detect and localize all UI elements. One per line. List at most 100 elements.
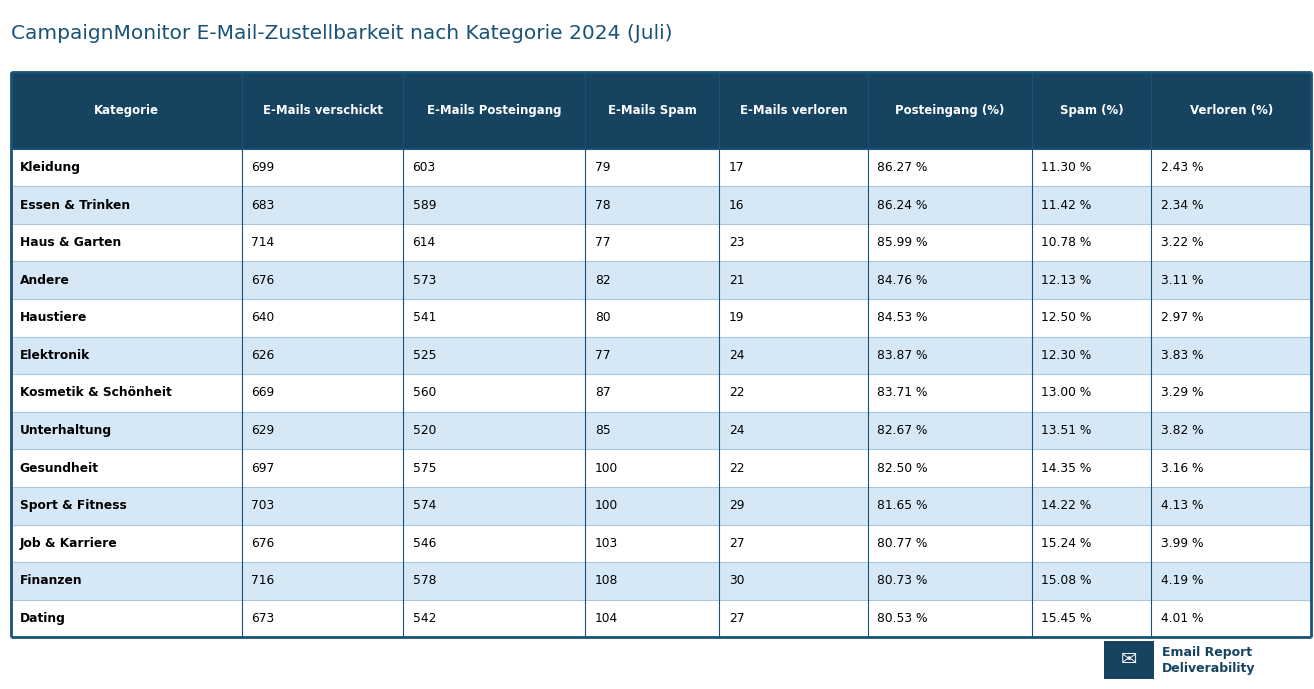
Bar	[242, 72, 403, 149]
Text: 614: 614	[413, 236, 436, 249]
Text: 80: 80	[595, 311, 610, 325]
Bar	[720, 524, 867, 562]
Bar	[867, 412, 1031, 449]
Bar	[11, 449, 242, 487]
Bar	[403, 261, 586, 299]
Text: 3.16 %: 3.16 %	[1160, 462, 1204, 475]
Text: 560: 560	[413, 387, 436, 400]
Bar	[867, 149, 1031, 186]
Text: Kosmetik & Schönheit: Kosmetik & Schönheit	[20, 387, 171, 400]
Text: Dating: Dating	[20, 612, 66, 625]
Bar	[11, 261, 242, 299]
Bar	[1031, 487, 1151, 524]
Text: 699: 699	[251, 161, 275, 174]
Text: 108: 108	[595, 575, 618, 588]
Text: Elektronik: Elektronik	[20, 349, 89, 362]
Text: 673: 673	[251, 612, 275, 625]
Bar	[867, 186, 1031, 224]
Text: 589: 589	[413, 198, 436, 212]
Bar	[1151, 72, 1311, 149]
Text: 24: 24	[729, 424, 744, 437]
Bar	[403, 72, 586, 149]
Bar	[403, 374, 586, 412]
Text: 2.97 %: 2.97 %	[1160, 311, 1204, 325]
Text: 12.50 %: 12.50 %	[1041, 311, 1091, 325]
Text: 104: 104	[595, 612, 618, 625]
Text: 23: 23	[729, 236, 744, 249]
Bar	[403, 299, 586, 337]
Bar	[720, 224, 867, 261]
Text: 603: 603	[413, 161, 436, 174]
Bar	[867, 299, 1031, 337]
Text: 85: 85	[595, 424, 611, 437]
Bar	[1031, 299, 1151, 337]
Bar	[1031, 72, 1151, 149]
Bar	[586, 599, 720, 637]
Text: Job & Karriere: Job & Karriere	[20, 537, 117, 550]
Bar	[1031, 224, 1151, 261]
Text: 4.01 %: 4.01 %	[1160, 612, 1204, 625]
Text: 86.24 %: 86.24 %	[876, 198, 928, 212]
Bar	[1031, 261, 1151, 299]
Text: 520: 520	[413, 424, 436, 437]
Text: 86.27 %: 86.27 %	[876, 161, 928, 174]
Text: 87: 87	[595, 387, 610, 400]
Bar	[586, 487, 720, 524]
Text: 100: 100	[595, 500, 618, 512]
Bar	[403, 562, 586, 599]
Text: 29: 29	[729, 500, 744, 512]
Text: 100: 100	[595, 462, 618, 475]
Bar	[242, 337, 403, 374]
Bar	[586, 337, 720, 374]
Text: E-Mails Posteingang: E-Mails Posteingang	[427, 104, 561, 117]
Bar	[586, 72, 720, 149]
Text: 79: 79	[595, 161, 610, 174]
Text: 15.08 %: 15.08 %	[1041, 575, 1092, 588]
Bar	[403, 186, 586, 224]
Bar	[586, 261, 720, 299]
Bar	[1031, 149, 1151, 186]
Bar	[11, 186, 242, 224]
Bar	[720, 337, 867, 374]
Text: Haustiere: Haustiere	[20, 311, 87, 325]
Text: Verloren (%): Verloren (%)	[1189, 104, 1273, 117]
Bar	[242, 186, 403, 224]
Text: 16: 16	[729, 198, 744, 212]
Bar	[720, 186, 867, 224]
Bar	[403, 449, 586, 487]
Text: 676: 676	[251, 274, 275, 287]
Bar	[1031, 186, 1151, 224]
Text: 4.19 %: 4.19 %	[1160, 575, 1204, 588]
Bar	[867, 261, 1031, 299]
Bar	[403, 149, 586, 186]
Bar	[403, 487, 586, 524]
Bar	[11, 599, 242, 637]
Bar	[242, 487, 403, 524]
Text: 77: 77	[595, 349, 610, 362]
Text: CampaignMonitor E-Mail-Zustellbarkeit nach Kategorie 2024 (Juli): CampaignMonitor E-Mail-Zustellbarkeit na…	[11, 24, 671, 43]
Bar	[1104, 641, 1154, 679]
Bar	[242, 562, 403, 599]
Text: 10.78 %: 10.78 %	[1041, 236, 1091, 249]
Text: 27: 27	[729, 537, 744, 550]
Bar	[1031, 337, 1151, 374]
Bar	[1151, 337, 1311, 374]
Text: 15.45 %: 15.45 %	[1041, 612, 1092, 625]
Text: 77: 77	[595, 236, 610, 249]
Text: 103: 103	[595, 537, 618, 550]
Bar	[720, 562, 867, 599]
Bar	[720, 374, 867, 412]
Text: Spam (%): Spam (%)	[1059, 104, 1123, 117]
Text: Gesundheit: Gesundheit	[20, 462, 99, 475]
Bar	[403, 412, 586, 449]
Bar	[11, 299, 242, 337]
Text: 640: 640	[251, 311, 275, 325]
Bar	[1151, 562, 1311, 599]
Text: 3.11 %: 3.11 %	[1160, 274, 1204, 287]
Text: 82: 82	[595, 274, 610, 287]
Bar	[586, 224, 720, 261]
Bar	[1151, 299, 1311, 337]
Text: 3.83 %: 3.83 %	[1160, 349, 1204, 362]
Bar	[1031, 374, 1151, 412]
Text: 22: 22	[729, 387, 744, 400]
